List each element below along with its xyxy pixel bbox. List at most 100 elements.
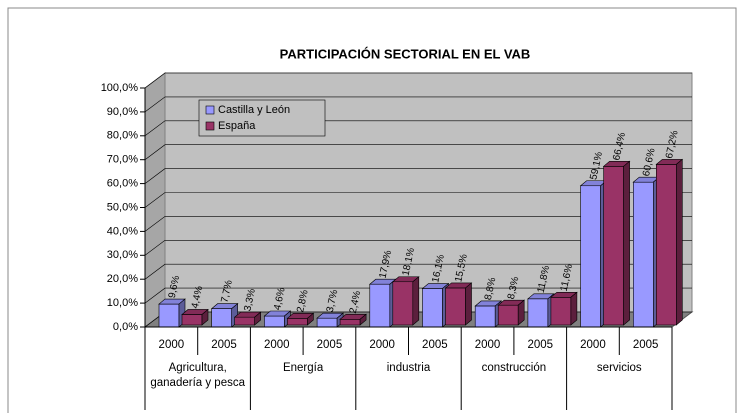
bar bbox=[474, 300, 503, 328]
y-tick-label: 30,0% bbox=[107, 249, 138, 261]
value-label: 3,3% bbox=[242, 288, 258, 313]
y-tick-label: 0,0% bbox=[113, 321, 138, 333]
bar bbox=[339, 313, 367, 326]
x-tick-label: 2005 bbox=[633, 339, 659, 351]
grid-line bbox=[144, 96, 692, 113]
y-tick-label: 90,0% bbox=[107, 106, 138, 118]
grid-line bbox=[144, 192, 692, 208]
group-label: Agricultura, ganadería y pesca bbox=[150, 362, 245, 389]
bar-front bbox=[580, 185, 601, 328]
x-tick-label: 2000 bbox=[475, 339, 501, 351]
group-label: servicios bbox=[596, 362, 642, 374]
bar-front bbox=[474, 305, 496, 328]
bar-front bbox=[497, 304, 519, 326]
bar-front bbox=[234, 316, 255, 326]
bar bbox=[632, 176, 661, 328]
bar-front bbox=[527, 298, 549, 328]
y-tick-label: 40,0% bbox=[107, 225, 138, 237]
bar bbox=[421, 282, 450, 328]
bar-front bbox=[369, 283, 391, 328]
legend-box bbox=[198, 99, 326, 137]
legend-label: Castilla y León bbox=[218, 104, 290, 116]
y-tick-label: 20,0% bbox=[107, 273, 138, 285]
x-tick-label: 2000 bbox=[264, 339, 290, 351]
bar bbox=[655, 158, 684, 326]
bar bbox=[316, 312, 344, 328]
chart-title: PARTICIPACIÓN SECTORIAL EN EL VAB bbox=[280, 46, 531, 61]
bar-front bbox=[655, 164, 677, 326]
x-tick-label: 2005 bbox=[317, 339, 343, 351]
grid-line bbox=[144, 72, 692, 89]
bar-front bbox=[211, 308, 232, 328]
value-label: 4,6% bbox=[272, 286, 288, 311]
bar bbox=[602, 160, 631, 326]
value-label: 8,8% bbox=[483, 276, 499, 301]
y-tick-label: 50,0% bbox=[107, 201, 138, 213]
y-tick-label: 80,0% bbox=[107, 130, 138, 142]
grid-line bbox=[144, 263, 692, 280]
group-label: construcción bbox=[481, 362, 547, 374]
value-label: 2,4% bbox=[348, 290, 364, 315]
y-tick-label: 70,0% bbox=[107, 154, 138, 166]
value-label: 2,8% bbox=[295, 289, 311, 314]
legend: Castilla y León España bbox=[198, 99, 326, 137]
bar-side bbox=[517, 299, 525, 326]
group-label: industria bbox=[386, 362, 431, 374]
bar bbox=[391, 276, 420, 326]
bar-front bbox=[550, 296, 572, 326]
value-label: 9,6% bbox=[167, 275, 183, 300]
bar-front bbox=[422, 288, 443, 328]
bar-side bbox=[465, 282, 472, 326]
x-tick-label: 2000 bbox=[159, 339, 185, 351]
value-label: 3,7% bbox=[325, 289, 341, 314]
value-label: 8,3% bbox=[506, 276, 522, 301]
bar-side bbox=[307, 312, 314, 326]
x-tick-label: 2005 bbox=[422, 339, 448, 351]
bar bbox=[286, 312, 315, 326]
y-tick-label: 100,0% bbox=[101, 82, 139, 94]
bar-front bbox=[632, 181, 654, 328]
group-label-box: servicios bbox=[596, 362, 642, 374]
bar-side bbox=[201, 308, 209, 326]
grid-line bbox=[144, 120, 692, 137]
x-tick-label: 2005 bbox=[211, 339, 237, 351]
group-label-box: Energía bbox=[282, 362, 324, 374]
bar-front bbox=[603, 166, 624, 326]
bar-side bbox=[254, 311, 262, 326]
value-label: 4,4% bbox=[190, 285, 206, 310]
bar-side bbox=[412, 276, 420, 326]
bar bbox=[181, 308, 209, 326]
legend-swatch bbox=[205, 121, 215, 131]
grid-line bbox=[144, 144, 692, 160]
bar-side bbox=[570, 291, 578, 326]
y-tick-label: 10,0% bbox=[107, 297, 138, 309]
bar-front bbox=[158, 303, 180, 328]
grid-line bbox=[144, 168, 692, 184]
grid-line bbox=[144, 216, 692, 232]
bar bbox=[233, 311, 262, 326]
bar-front bbox=[287, 318, 308, 326]
bar bbox=[527, 293, 555, 328]
bar bbox=[497, 299, 526, 326]
bar bbox=[444, 282, 473, 326]
bar-front bbox=[264, 315, 285, 328]
group-label-box: Agricultura, ganadería y pesca bbox=[150, 362, 245, 389]
group-label-box: construcción bbox=[481, 362, 547, 374]
bar bbox=[263, 310, 292, 328]
bar-front bbox=[316, 317, 338, 328]
bar-front bbox=[181, 314, 203, 326]
bar-side bbox=[359, 313, 367, 326]
bar-side bbox=[675, 158, 683, 326]
bar bbox=[158, 298, 186, 328]
group-label: Energía bbox=[282, 362, 324, 374]
x-tick-label: 2000 bbox=[580, 339, 606, 351]
bar-side bbox=[623, 160, 630, 326]
legend-label: España bbox=[218, 120, 256, 132]
group-label-box: industria bbox=[386, 362, 431, 374]
value-label: 7,7% bbox=[219, 279, 235, 304]
bar-front bbox=[445, 287, 466, 326]
x-tick-label: 2000 bbox=[369, 339, 395, 351]
bar bbox=[210, 302, 239, 328]
bar-front bbox=[392, 281, 414, 326]
